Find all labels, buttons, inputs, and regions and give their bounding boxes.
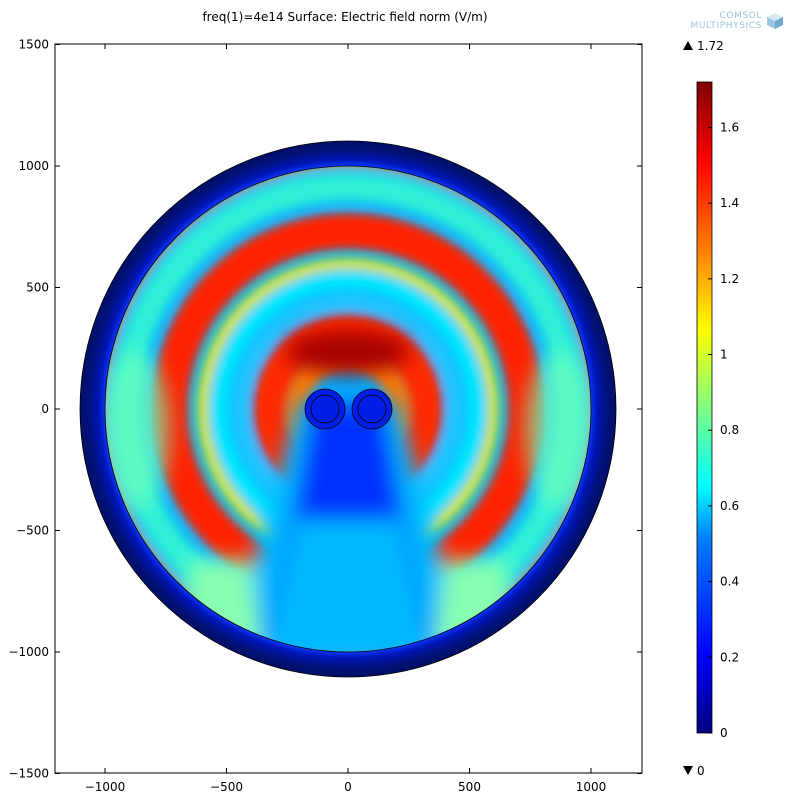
colorbar-tick-label: 1.6	[720, 120, 739, 134]
y-tick-label: −500	[16, 524, 49, 538]
x-tick-label: −1000	[85, 780, 126, 794]
colorbar-tick-label: 0.2	[720, 650, 739, 664]
outer-boundary	[79, 140, 617, 678]
max-marker-icon	[683, 41, 693, 50]
cylinder-right	[351, 388, 393, 430]
comsol-cube-icon	[767, 13, 783, 29]
colorbar-tick-label: 1	[720, 348, 728, 362]
colorbar-max-label: 1.72	[697, 39, 724, 53]
cylinder-left	[304, 388, 346, 430]
colorbar-tick-label: 0	[720, 726, 728, 740]
comsol-logo: COMSOL MULTIPHYSICS	[668, 11, 784, 35]
core-boundary	[104, 165, 592, 653]
colorbar-tick-label: 0.4	[720, 575, 739, 589]
colorbar-tick-label: 1.2	[720, 272, 739, 286]
core-region	[105, 166, 591, 652]
comsol-logo-text: COMSOL MULTIPHYSICS	[690, 11, 762, 31]
colorbar-tick-label: 0.6	[720, 499, 739, 513]
colorbar-min-label: 0	[697, 764, 705, 778]
x-tick-label: 1000	[576, 780, 607, 794]
y-tick-label: 1500	[18, 38, 49, 52]
y-axis-ticks: −1500 −1000 −500 0 500 1000 1500	[8, 38, 642, 781]
y-tick-label: 1000	[18, 159, 49, 173]
logo-line-1: COMSOL	[719, 11, 762, 21]
colorbar-tick-label: 1.4	[720, 196, 739, 210]
colorbar: 0 0.2 0.4 0.6 0.8 1 1.2 1.4 1.6 1.72 0	[683, 39, 739, 778]
colorbar-gradient	[696, 81, 713, 734]
y-tick-label: −1000	[8, 645, 49, 659]
x-tick-label: −500	[210, 780, 243, 794]
field-surface	[79, 140, 617, 678]
plot-title: freq(1)=4e14 Surface: Electric field nor…	[202, 10, 488, 24]
x-tick-label: 500	[458, 780, 481, 794]
x-axis-ticks: −1000 −500 0 500 1000	[85, 44, 607, 794]
logo-line-2: MULTIPHYSICS	[690, 21, 762, 31]
y-tick-label: 500	[26, 281, 49, 295]
y-tick-label: −1500	[8, 767, 49, 781]
y-tick-label: 0	[41, 402, 49, 416]
colorbar-ticks: 0 0.2 0.4 0.6 0.8 1 1.2 1.4 1.6	[708, 120, 739, 740]
min-marker-icon	[683, 766, 693, 775]
x-tick-label: 0	[344, 780, 352, 794]
colorbar-tick-label: 0.8	[720, 423, 739, 437]
